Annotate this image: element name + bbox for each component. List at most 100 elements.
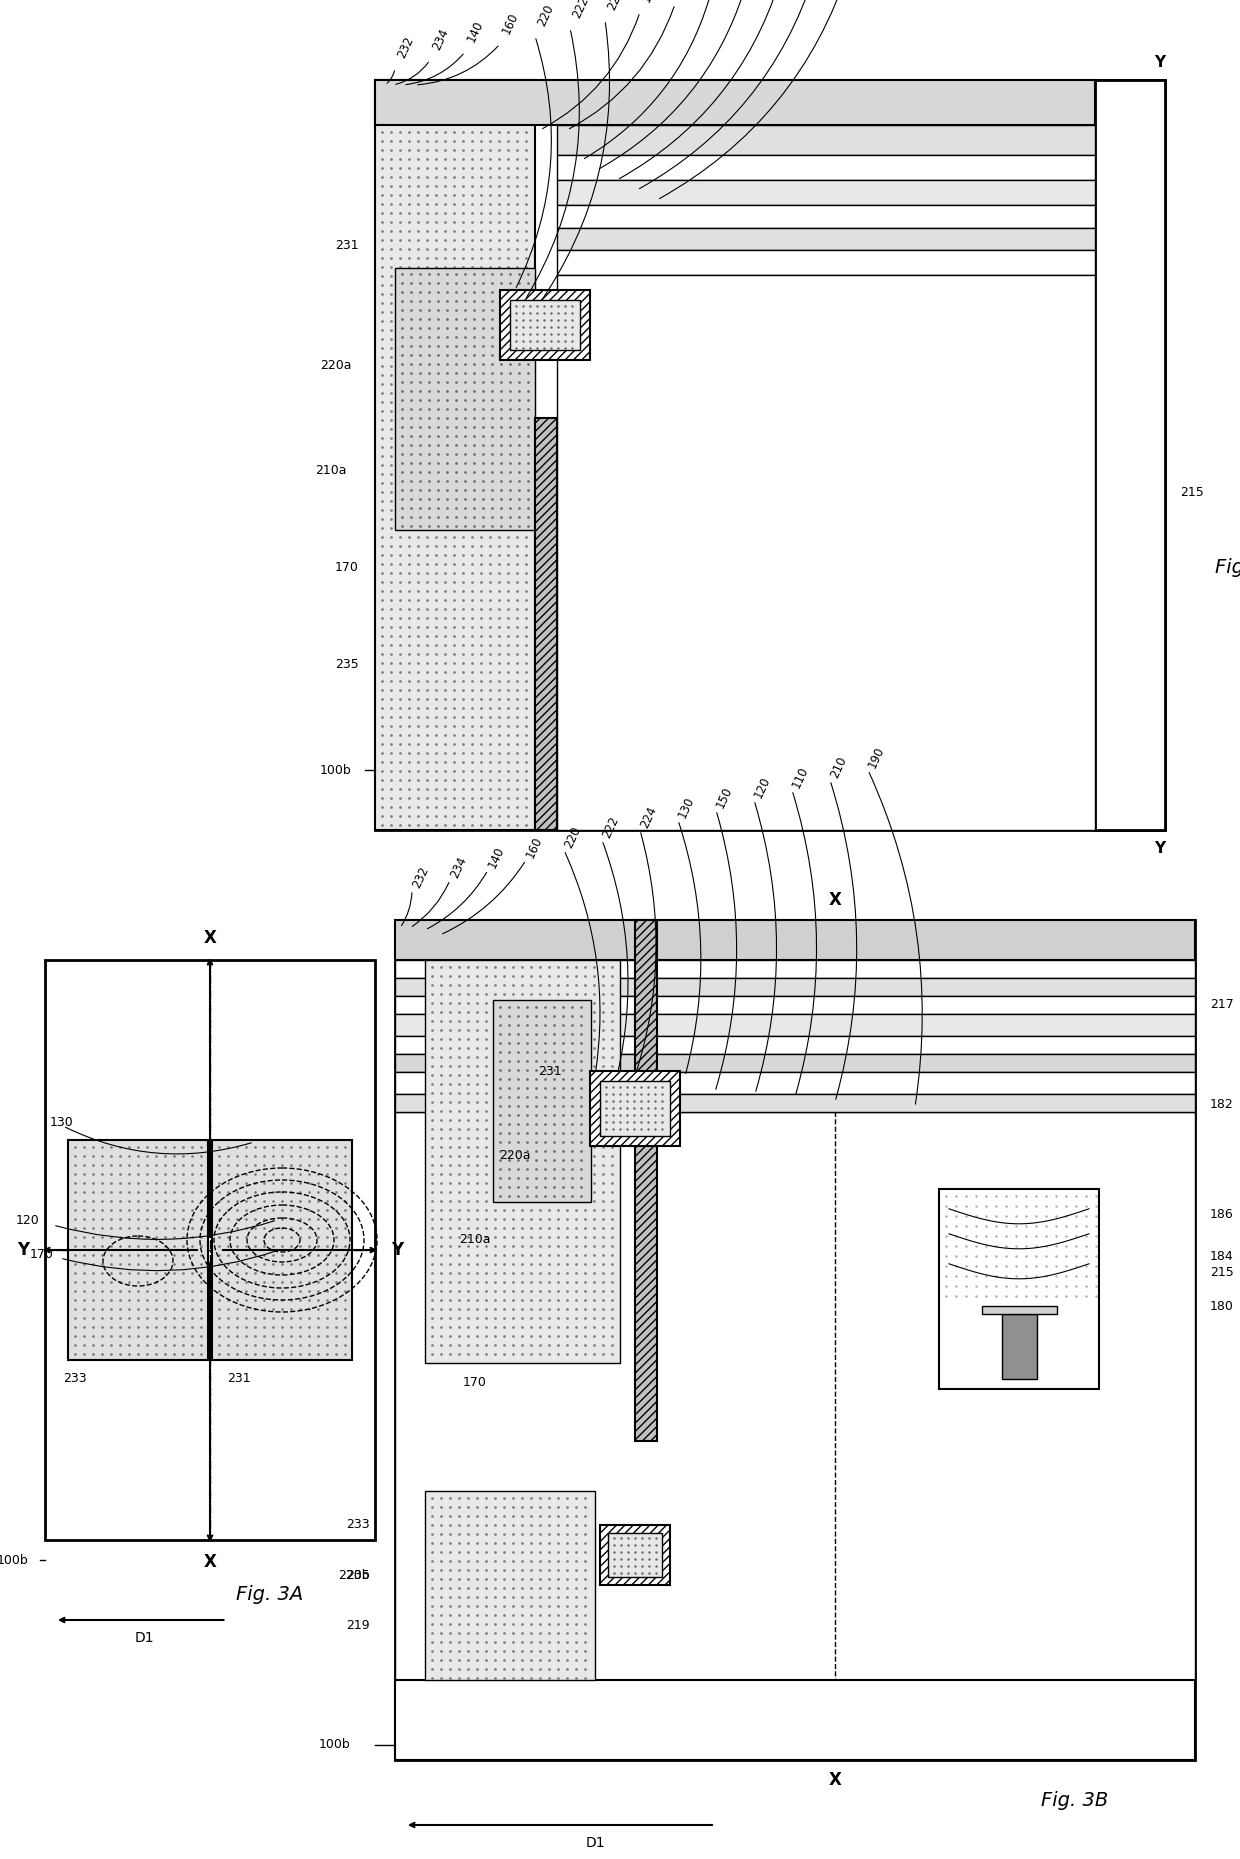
Text: 220b: 220b [339, 1569, 370, 1582]
Text: 210: 210 [828, 755, 849, 781]
Bar [557, 249, 1095, 275]
Bar [635, 920, 657, 1441]
Bar [939, 1188, 1099, 1389]
Bar [396, 1013, 1195, 1035]
Text: 220: 220 [562, 824, 583, 850]
Bar [68, 1140, 208, 1361]
Text: 210a: 210a [315, 463, 346, 476]
Bar [557, 180, 1095, 204]
Text: 182: 182 [1210, 1099, 1234, 1112]
Text: 170: 170 [335, 561, 358, 574]
Text: 231: 231 [538, 1065, 562, 1078]
Text: Y: Y [391, 1242, 403, 1259]
Bar [396, 978, 1195, 996]
Bar [510, 299, 580, 349]
Bar [1002, 1314, 1037, 1379]
Bar [600, 1524, 670, 1586]
Text: 231: 231 [227, 1372, 250, 1385]
Text: 160: 160 [500, 11, 521, 35]
Bar [396, 1093, 1195, 1112]
Bar [396, 1681, 1195, 1760]
Bar [396, 920, 1195, 1760]
Text: X: X [203, 930, 217, 946]
Text: 130: 130 [676, 794, 697, 820]
Text: 120: 120 [751, 773, 774, 799]
Text: 110: 110 [790, 764, 811, 790]
Bar [374, 80, 534, 829]
Bar [557, 154, 1095, 180]
Text: 100b: 100b [320, 764, 352, 777]
Bar [557, 80, 1095, 125]
Bar [982, 1305, 1056, 1314]
Text: 100b: 100b [0, 1554, 29, 1567]
Text: Fig. 3B: Fig. 3B [1042, 1790, 1109, 1809]
Bar [45, 959, 374, 1539]
Bar [396, 268, 534, 530]
Text: 140: 140 [486, 844, 507, 870]
Text: Y: Y [1154, 54, 1166, 69]
Bar [396, 1112, 1195, 1681]
Text: 232: 232 [396, 33, 417, 59]
Text: X: X [203, 1552, 217, 1571]
Text: 235: 235 [346, 1569, 370, 1582]
Text: 100b: 100b [319, 1738, 350, 1751]
Text: 231: 231 [335, 238, 358, 251]
Text: 210a: 210a [459, 1233, 491, 1246]
Text: Y: Y [17, 1242, 29, 1259]
Text: 233: 233 [346, 1519, 370, 1532]
Text: 220: 220 [534, 2, 557, 28]
Bar [396, 996, 1195, 1013]
Text: X: X [828, 890, 842, 909]
Bar [425, 959, 620, 1363]
Text: 217: 217 [1210, 998, 1234, 1011]
Bar [425, 1491, 595, 1681]
Text: 232: 232 [410, 864, 432, 890]
Text: 120: 120 [16, 1214, 40, 1227]
Text: 130: 130 [640, 0, 661, 4]
Bar [396, 920, 1195, 959]
Text: 190: 190 [866, 744, 888, 770]
Bar [212, 1140, 352, 1361]
Text: 234: 234 [430, 26, 451, 52]
Bar [374, 80, 1095, 125]
Bar [396, 1054, 1195, 1073]
Bar [494, 1000, 590, 1203]
Bar [396, 1073, 1195, 1093]
Text: 224: 224 [605, 0, 626, 11]
Bar [557, 125, 1095, 154]
Text: 215: 215 [1180, 485, 1204, 498]
Text: 150: 150 [714, 784, 735, 811]
Bar [557, 229, 1095, 249]
Bar [534, 418, 557, 829]
Text: 233: 233 [63, 1372, 87, 1385]
Text: 180: 180 [1210, 1299, 1234, 1312]
Text: Fig. 3C: Fig. 3C [1215, 558, 1240, 576]
Text: X: X [828, 1772, 842, 1788]
Text: 186: 186 [1210, 1208, 1234, 1221]
Text: 215: 215 [1210, 1266, 1234, 1279]
Text: 222: 222 [600, 814, 621, 840]
Bar [396, 1035, 1195, 1054]
Text: D1: D1 [134, 1630, 154, 1645]
Text: 222: 222 [570, 0, 591, 20]
Bar [608, 1534, 662, 1576]
Bar [557, 204, 1095, 229]
Bar [500, 290, 590, 361]
Text: 219: 219 [346, 1619, 370, 1632]
Bar [374, 80, 1166, 829]
Text: 170: 170 [30, 1249, 53, 1262]
Text: 235: 235 [335, 658, 358, 671]
Text: Fig. 3A: Fig. 3A [237, 1586, 304, 1604]
Text: 184: 184 [1210, 1249, 1234, 1262]
Text: 170: 170 [463, 1376, 487, 1389]
Text: 160: 160 [525, 835, 546, 861]
Text: 220a: 220a [500, 1149, 531, 1162]
Text: D1: D1 [585, 1837, 605, 1850]
Bar [1095, 80, 1166, 829]
Text: 220a: 220a [320, 359, 351, 372]
Bar [600, 1082, 670, 1136]
Bar [396, 959, 1195, 978]
Text: 224: 224 [639, 805, 660, 829]
Text: Y: Y [1154, 840, 1166, 855]
Text: 130: 130 [50, 1115, 73, 1128]
